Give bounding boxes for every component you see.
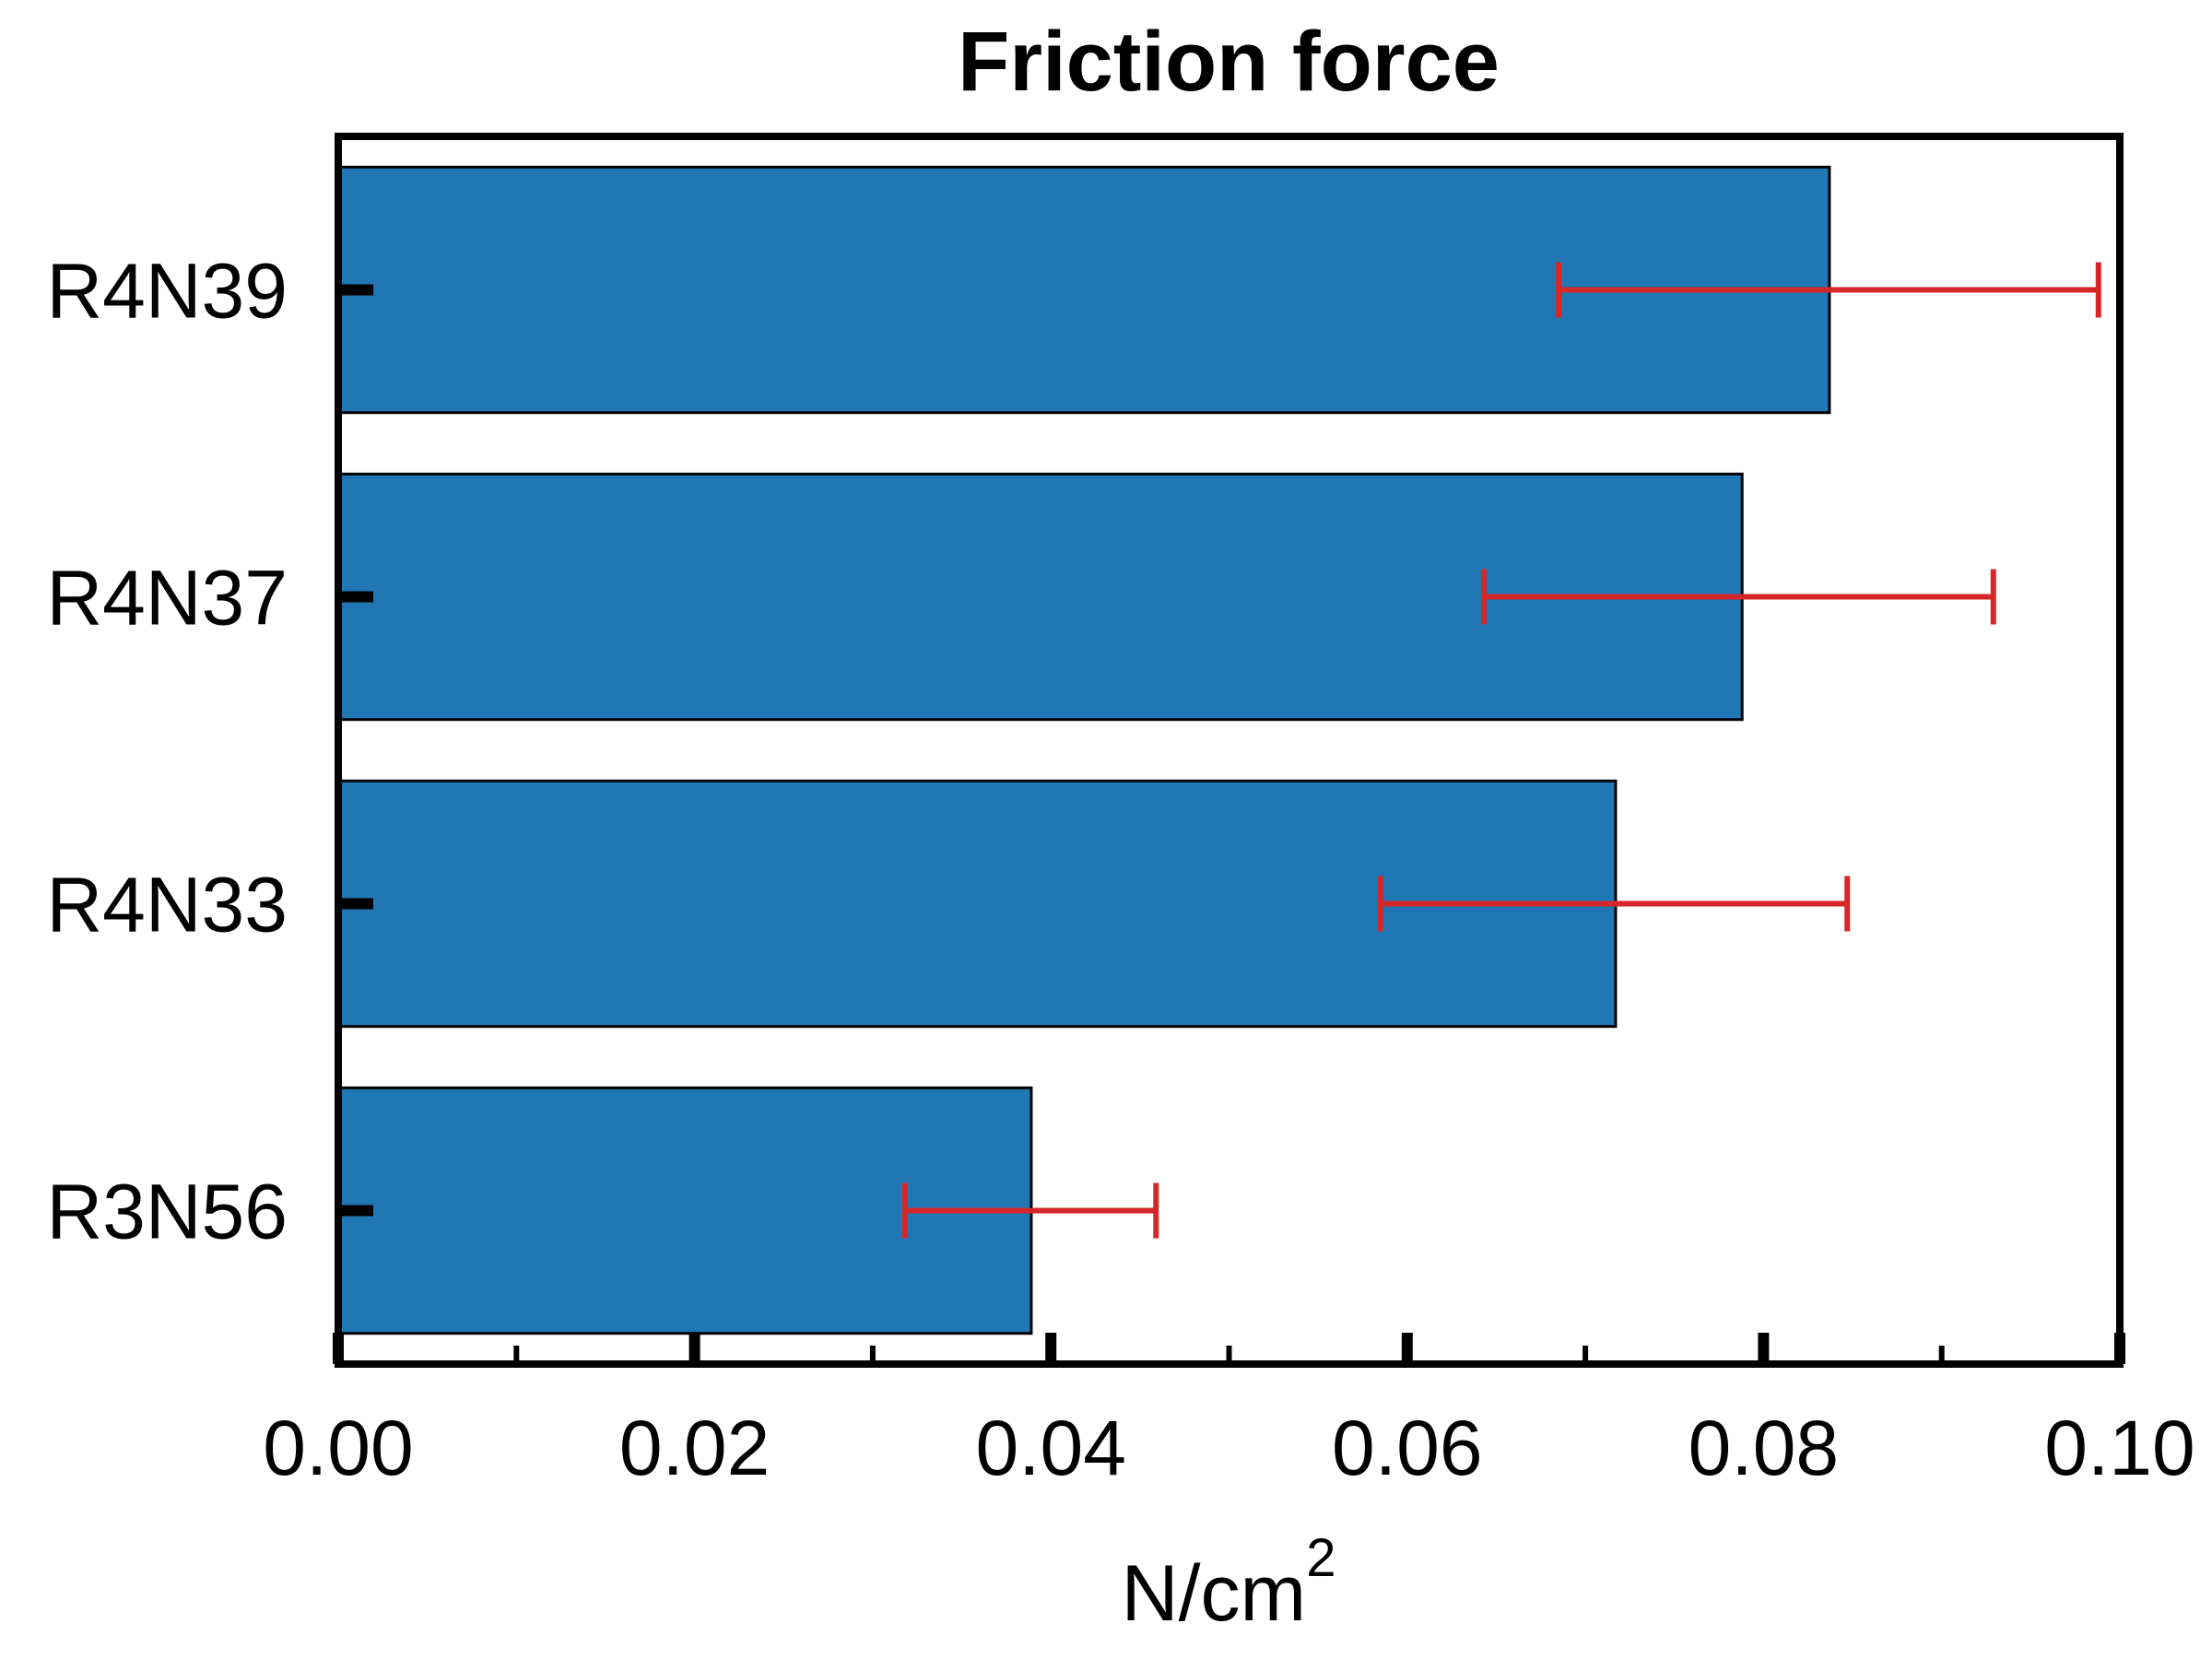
error-bar-R3N56 bbox=[901, 1182, 1159, 1239]
bars-group bbox=[336, 165, 1831, 1335]
chart-title: Friction force bbox=[958, 15, 1500, 109]
y-tick-label: R4N37 bbox=[47, 555, 288, 641]
y-tick-label: R4N39 bbox=[47, 248, 288, 335]
error-bar-R4N33 bbox=[1377, 876, 1851, 932]
x-axis-label-base: N/cm bbox=[1122, 1549, 1307, 1638]
x-tick-label: 0.06 bbox=[1332, 1405, 1483, 1491]
error-bars-group bbox=[901, 262, 2101, 1239]
y-axis-ticks: R4N39 R4N37 R4N33 R3N56 bbox=[47, 248, 373, 1255]
x-tick-label: 0.04 bbox=[975, 1405, 1126, 1491]
error-bar-R4N39 bbox=[1556, 262, 2101, 318]
y-tick-label: R4N33 bbox=[47, 862, 288, 948]
error-bar-R4N37 bbox=[1480, 569, 1996, 625]
x-axis-ticks: 0.00 0.02 0.04 0.06 0.08 0.10 bbox=[263, 1333, 2195, 1491]
x-tick-label: 0.02 bbox=[619, 1405, 771, 1491]
x-tick-label: 0.08 bbox=[1688, 1405, 1840, 1491]
x-axis-label-superscript: 2 bbox=[1306, 1528, 1335, 1588]
x-axis-label: N/cm2 bbox=[1122, 1528, 1336, 1638]
x-tick-label: 0.10 bbox=[2044, 1405, 2195, 1491]
x-tick-label: 0.00 bbox=[263, 1405, 414, 1491]
y-tick-label: R3N56 bbox=[47, 1169, 288, 1255]
